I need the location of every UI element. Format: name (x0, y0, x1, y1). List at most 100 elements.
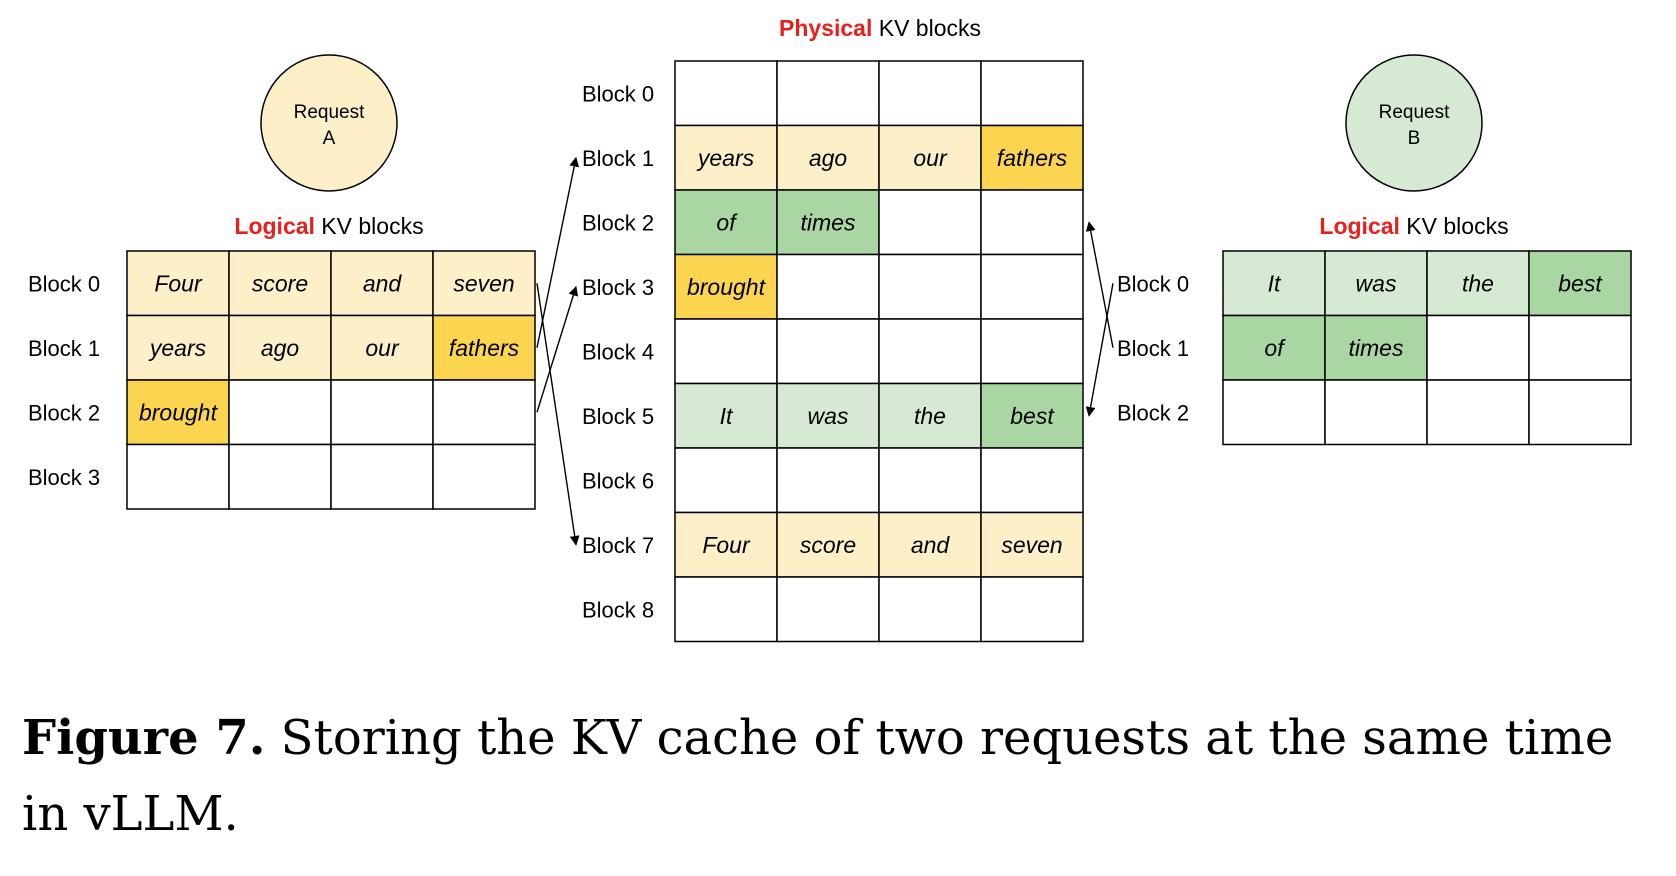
request-a-slot-bg (432, 250, 536, 317)
physical-block-3: Block 3 brought (582, 253, 1084, 320)
request-b-block-label: Block 0 (1117, 271, 1189, 296)
mapping-arrow-b (1085, 283, 1114, 417)
request-b-title-rest: KV blocks (1400, 213, 1509, 239)
physical-token: and (911, 532, 951, 558)
request-b-slot (1426, 379, 1530, 446)
request-a-token: our (365, 335, 400, 361)
request-b-slot (1426, 314, 1530, 381)
request-a-token: and (363, 270, 403, 296)
physical-table: Block 0 Block 1 years ago our fathers Block 2 o… (582, 60, 1084, 643)
request-a-slot (330, 379, 434, 446)
request-a-slot (228, 379, 332, 446)
request-a-slot-bg (330, 379, 434, 446)
request-b-slot: times (1324, 314, 1428, 381)
request-a-token: brought (139, 399, 219, 425)
physical-slot (878, 60, 982, 127)
physical-slot-bg (980, 511, 1084, 578)
physical-slot: fathers (980, 124, 1084, 191)
physical-slot: and (878, 511, 982, 578)
mapping-arrow-a (536, 156, 580, 348)
request-a-slot (330, 443, 434, 510)
request-a-token: score (252, 270, 308, 296)
request-a-block-3: Block 3 (28, 443, 536, 510)
physical-slot (674, 447, 778, 514)
physical-slot-bg (776, 253, 880, 320)
physical-slot (674, 318, 778, 385)
request-a-letter: A (323, 128, 336, 149)
physical-block-label: Block 5 (582, 404, 654, 429)
request-a-label: Request (294, 102, 365, 123)
request-b-token: the (1462, 270, 1494, 296)
physical-slot (878, 447, 982, 514)
request-b-token: times (1349, 335, 1404, 361)
request-b-slot-bg (1426, 250, 1530, 317)
physical-slot-bg (878, 511, 982, 578)
request-b-slot: the (1426, 250, 1530, 317)
request-b-slot-bg (1426, 314, 1530, 381)
physical-slot-bg (674, 60, 778, 127)
request-a-token: fathers (449, 335, 520, 361)
figure-caption: Figure 7. Storing the KV cache of two re… (22, 700, 1662, 852)
physical-block-8: Block 8 (582, 576, 1084, 643)
physical-slot-bg (878, 576, 982, 643)
physical-block-2: Block 2 of times (582, 189, 1084, 256)
request-b-slot (1528, 379, 1632, 446)
physical-token: best (1010, 403, 1055, 429)
request-a-token: Four (154, 270, 203, 296)
physical-slot (878, 318, 982, 385)
physical-slot-bg (776, 124, 880, 191)
physical-slot: seven (980, 511, 1084, 578)
physical-token: It (720, 403, 734, 429)
physical-slot: It (674, 382, 778, 449)
request-b-block-2: Block 2 (1117, 379, 1632, 446)
physical-slot-bg (674, 253, 778, 320)
physical-block-label: Block 3 (582, 275, 654, 300)
request-b-token: It (1268, 270, 1282, 296)
request-b-slot-bg (1528, 379, 1632, 446)
physical-block-label: Block 0 (582, 81, 654, 106)
physical-slot (878, 253, 982, 320)
physical-block-6: Block 6 (582, 447, 1084, 514)
mapping-arrow-a (536, 283, 580, 546)
request-b-block-1: Block 1 of times (1117, 314, 1632, 381)
request-a-slot (228, 443, 332, 510)
request-b-slot: It (1222, 250, 1326, 317)
request-a-mapping-arrows (536, 156, 580, 546)
request-b-slot (1222, 379, 1326, 446)
physical-slot-bg (674, 189, 778, 256)
physical-slot-bg (776, 447, 880, 514)
request-a-slot-bg (432, 443, 536, 510)
request-a-block-1: Block 1 years ago our fathers (28, 314, 536, 381)
physical-slot-bg (674, 382, 778, 449)
request-a-slot-bg (330, 443, 434, 510)
request-a-slot: ago (228, 314, 332, 381)
request-b-slot-bg (1222, 379, 1326, 446)
physical-slot-bg (980, 124, 1084, 191)
request-a-slot-bg (228, 443, 332, 510)
physical-slot-bg (674, 447, 778, 514)
request-b-slot-bg (1528, 250, 1632, 317)
request-a-title-red: Logical (234, 213, 315, 239)
request-a-slot (432, 379, 536, 446)
physical-slot-bg (980, 189, 1084, 256)
physical-slot (776, 60, 880, 127)
physical-slot (674, 576, 778, 643)
physical-slot (980, 318, 1084, 385)
request-b-slot (1528, 314, 1632, 381)
physical-slot (776, 253, 880, 320)
request-a-logical-table: Block 0 Four score and seven Block 1 years ago o… (28, 250, 536, 510)
request-b-slot: best (1528, 250, 1632, 317)
physical-slot (776, 318, 880, 385)
request-b-token: was (1356, 270, 1397, 296)
request-a-block-2: Block 2 brought (28, 379, 536, 446)
physical-block-label: Block 6 (582, 468, 654, 493)
mapping-arrow-b (1085, 221, 1114, 348)
request-a-token: ago (261, 335, 300, 361)
physical-slot (980, 447, 1084, 514)
caption-text: Storing the KV cache of two requests at … (22, 710, 1614, 842)
physical-block-label: Block 7 (582, 533, 654, 558)
physical-slot-bg (980, 60, 1084, 127)
physical-slot-bg (776, 576, 880, 643)
physical-block-label: Block 8 (582, 597, 654, 622)
